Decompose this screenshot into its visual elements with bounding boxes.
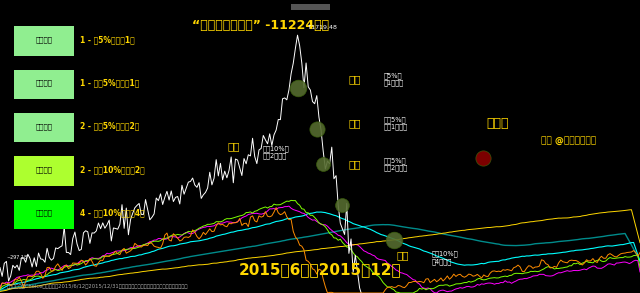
Text: 2 - 再跨5%加仓，2成: 2 - 再跨5%加仓，2成 [80, 122, 140, 131]
Text: 注：数据来源Choice，数据区间2015/6/12～2015/12/31，基于中证偏股基金指数。历史表现不预示未来。: 注：数据来源Choice，数据区间2015/6/12～2015/12/31，基于… [6, 284, 188, 289]
Text: 常见情况: 常见情况 [35, 80, 52, 86]
Text: 建仓: 建仓 [349, 74, 362, 84]
Text: ↑1719.48: ↑1719.48 [307, 25, 338, 30]
Text: 加仓: 加仓 [227, 142, 240, 151]
Text: 少数情况: 少数情况 [35, 166, 52, 173]
Text: 再跌5%，
再加2成仓位: 再跌5%， 再加2成仓位 [384, 157, 408, 171]
Text: 再跌10%，
加4成仓位: 再跌10%， 加4成仓位 [432, 251, 459, 265]
Text: 加仓: 加仓 [349, 118, 362, 128]
Text: 极端情况: 极端情况 [35, 210, 52, 216]
FancyBboxPatch shape [14, 113, 74, 142]
Text: 常见情况: 常见情况 [35, 36, 52, 43]
Text: ~297.18: ~297.18 [6, 255, 28, 260]
Text: 头条 @泰达宏利基金: 头条 @泰达宏利基金 [541, 136, 596, 145]
Text: 跌5%，
建1成仓位: 跌5%， 建1成仓位 [384, 72, 404, 86]
FancyBboxPatch shape [14, 26, 74, 56]
FancyBboxPatch shape [291, 4, 330, 10]
FancyBboxPatch shape [14, 200, 74, 229]
Text: 2 - 再跨10%加仓，2成: 2 - 再跨10%加仓，2成 [80, 165, 145, 174]
Text: 1 - 再跨5%加仓，1成: 1 - 再跨5%加仓，1成 [80, 79, 140, 87]
Text: 1 - 跨5%建仓，1成: 1 - 跨5%建仓，1成 [80, 35, 135, 44]
Text: 加仓: 加仓 [349, 159, 362, 169]
Text: 再跌5%，
再加1成仓位: 再跌5%， 再加1成仓位 [384, 116, 408, 130]
Text: 已回本: 已回本 [486, 117, 509, 130]
FancyBboxPatch shape [14, 156, 74, 186]
Text: 满仓: 满仓 [397, 250, 410, 260]
Text: 再跌10%，
加仓2成仓位: 再跌10%， 加仓2成仓位 [262, 145, 289, 159]
Text: 4 - 再跨10%加仓，4成: 4 - 再跨10%加仓，4成 [80, 209, 145, 217]
Text: “倒金字塔加仓法” -11224模式: “倒金字塔加仓法” -11224模式 [192, 19, 329, 32]
Text: 2015年6月～2015年12月: 2015年6月～2015年12月 [239, 262, 401, 277]
FancyBboxPatch shape [14, 70, 74, 99]
Text: 常见情况: 常见情况 [35, 123, 52, 130]
